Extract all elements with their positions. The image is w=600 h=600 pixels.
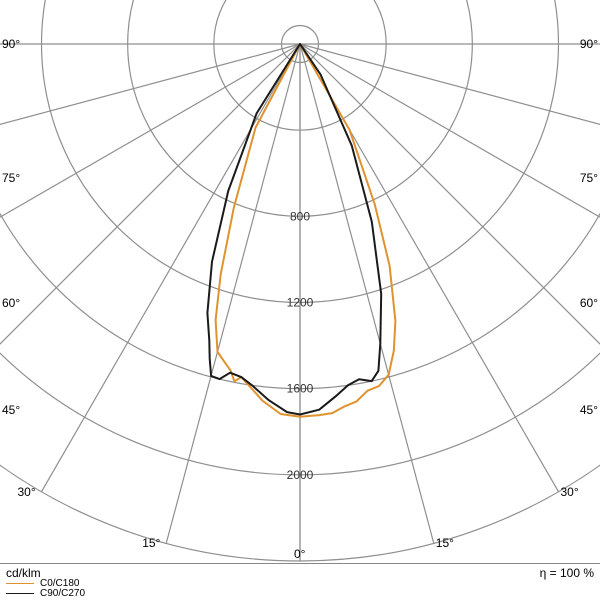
angle-label: 60° <box>580 296 598 310</box>
svg-text:800: 800 <box>290 209 310 223</box>
angle-label: 60° <box>2 296 20 310</box>
svg-text:2000: 2000 <box>287 468 314 482</box>
eta-label: η = 100 % <box>540 566 594 580</box>
angle-label: 90° <box>2 37 20 51</box>
legend-swatch <box>6 583 34 584</box>
legend: C0/C180C90/C270 <box>6 578 85 598</box>
svg-text:1200: 1200 <box>287 296 314 310</box>
legend-label: C90/C270 <box>40 588 85 599</box>
angle-label: 15° <box>142 536 160 550</box>
angle-label: 90° <box>580 37 598 51</box>
angle-label: 75° <box>2 171 20 185</box>
legend-swatch <box>6 593 34 594</box>
angle-label: 0° <box>294 547 305 561</box>
polar-chart: 800 1200 1600 2000 0° 15° 15° 30° 30° 45° 45° 60° 6… <box>0 0 600 600</box>
legend-item: C0/C180 <box>6 578 85 588</box>
chart-svg: 800 1200 1600 2000 <box>0 0 600 600</box>
angle-label: 30° <box>18 485 36 499</box>
angle-label: 45° <box>2 403 20 417</box>
legend-item: C90/C270 <box>6 588 85 598</box>
angle-label: 15° <box>436 536 454 550</box>
bottom-bar: cd/klm η = 100 % C0/C180C90/C270 <box>0 563 600 600</box>
svg-text:1600: 1600 <box>287 382 314 396</box>
angle-label: 45° <box>580 403 598 417</box>
angle-label: 75° <box>580 171 598 185</box>
angle-label: 30° <box>561 485 579 499</box>
